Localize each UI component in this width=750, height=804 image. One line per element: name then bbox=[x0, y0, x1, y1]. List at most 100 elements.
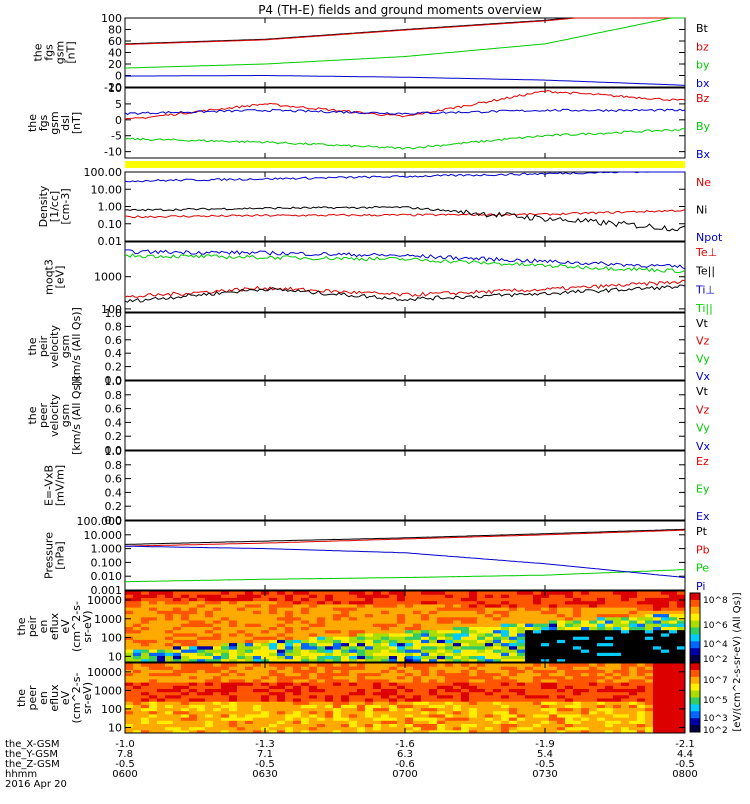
spectrogram-cell bbox=[613, 655, 622, 660]
spectrogram-cell bbox=[277, 717, 286, 721]
x-axis-value: -2.1 bbox=[675, 739, 695, 750]
spectrogram-cell bbox=[245, 688, 254, 693]
spectrogram-cell bbox=[589, 645, 598, 650]
spectrogram-cell bbox=[165, 603, 174, 608]
spectrogram-cell bbox=[125, 698, 134, 702]
spectrogram-cell bbox=[373, 597, 382, 602]
spectrogram-cell bbox=[573, 623, 582, 627]
spectrogram-cell bbox=[229, 694, 238, 699]
spectrogram-cell bbox=[445, 607, 454, 611]
spectrogram-cell bbox=[549, 710, 558, 715]
spectrogram-cell bbox=[653, 616, 662, 621]
spectrogram-cell bbox=[405, 597, 414, 602]
spectrogram-cell bbox=[477, 666, 486, 670]
spectrogram-cell bbox=[541, 607, 550, 611]
spectrogram-cell bbox=[189, 594, 198, 598]
spectrogram-cell bbox=[509, 682, 518, 686]
spectrogram-cell bbox=[677, 658, 686, 663]
spectrogram-cell bbox=[477, 649, 486, 653]
spectrogram-cell bbox=[653, 600, 662, 605]
spectrogram-cell bbox=[413, 675, 422, 680]
spectrogram-cell bbox=[381, 710, 390, 715]
spectrogram-cell bbox=[645, 626, 654, 631]
spectrogram-cell bbox=[565, 678, 574, 683]
y-tick-label: 1000 bbox=[94, 613, 122, 626]
spectrogram-cell bbox=[125, 639, 134, 644]
spectrogram-cell bbox=[653, 639, 662, 644]
spectrogram-cell bbox=[269, 701, 278, 705]
spectrogram-cell bbox=[173, 652, 182, 656]
spectrogram-cell bbox=[597, 652, 606, 656]
spectrogram-cell bbox=[469, 694, 478, 699]
spectrogram-cell bbox=[397, 672, 406, 677]
spectrogram-cell bbox=[517, 717, 526, 721]
y-axis-label: gsm bbox=[54, 41, 67, 64]
spectrogram-cell bbox=[493, 698, 502, 702]
spectrogram-cell bbox=[661, 672, 670, 677]
spectrogram-cell bbox=[429, 669, 438, 674]
spectrogram-cell bbox=[501, 669, 510, 674]
spectrogram-cell bbox=[469, 682, 478, 686]
spectrogram-cell bbox=[557, 642, 566, 647]
spectrogram-cell bbox=[277, 655, 286, 660]
spectrogram-cell bbox=[541, 707, 550, 712]
spectrogram-cell bbox=[373, 626, 382, 631]
spectrogram-cell bbox=[493, 626, 502, 631]
spectrogram-cell bbox=[429, 645, 438, 650]
spectrogram-cell bbox=[253, 701, 262, 705]
spectrogram-cell bbox=[573, 639, 582, 644]
spectrogram-cell bbox=[621, 597, 630, 602]
spectrogram-cell bbox=[581, 655, 590, 660]
spectrogram-cell bbox=[549, 610, 558, 615]
spectrogram-cell bbox=[453, 613, 462, 618]
spectrogram-cell bbox=[245, 713, 254, 718]
spectrogram-cell bbox=[637, 642, 646, 647]
spectrogram-cell bbox=[285, 616, 294, 621]
spectrogram-cell bbox=[181, 701, 190, 705]
spectrogram-cell bbox=[237, 723, 246, 728]
spectrogram-cell bbox=[205, 649, 214, 653]
spectrogram-cell bbox=[557, 707, 566, 712]
spectrogram-cell bbox=[645, 610, 654, 615]
spectrogram-cell bbox=[213, 607, 222, 611]
spectrogram-cell bbox=[653, 723, 662, 728]
spectrogram-cell bbox=[429, 600, 438, 605]
spectrogram-cell bbox=[157, 594, 166, 598]
spectrogram-cell bbox=[645, 655, 654, 660]
y-axis-label: eflux bbox=[48, 684, 61, 712]
spectrogram-cell bbox=[229, 652, 238, 656]
spectrogram-cell bbox=[405, 652, 414, 656]
spectrogram-cell bbox=[557, 663, 566, 667]
spectrogram-cell bbox=[301, 642, 310, 647]
spectrogram-cell bbox=[277, 678, 286, 683]
spectrogram-cell bbox=[429, 607, 438, 611]
spectrogram-cell bbox=[205, 682, 214, 686]
spectrogram-cell bbox=[317, 629, 326, 634]
spectrogram-cell bbox=[477, 694, 486, 699]
spectrogram-cell bbox=[509, 639, 518, 644]
spectrogram-cell bbox=[629, 694, 638, 699]
spectrogram-cell bbox=[141, 655, 150, 660]
spectrogram-cell bbox=[437, 636, 446, 640]
spectrogram-cell bbox=[285, 666, 294, 670]
spectrogram-cell bbox=[509, 610, 518, 615]
spectrogram-cell bbox=[293, 688, 302, 693]
spectrogram-cell bbox=[317, 594, 326, 598]
spectrogram-cell bbox=[341, 636, 350, 640]
spectrogram-cell bbox=[141, 649, 150, 653]
spectrogram-cell bbox=[189, 663, 198, 667]
y-axis-label: (cm^2-s- bbox=[70, 673, 83, 724]
spectrogram-cell bbox=[309, 704, 318, 709]
spectrogram-cell bbox=[589, 666, 598, 670]
spectrogram-cell bbox=[485, 682, 494, 686]
spectrogram-cell bbox=[477, 672, 486, 677]
spectrogram-cell bbox=[677, 694, 686, 699]
spectrogram-cell bbox=[237, 669, 246, 674]
spectrogram-cell bbox=[253, 707, 262, 712]
spectrogram-cell bbox=[245, 616, 254, 621]
spectrogram-cell bbox=[565, 652, 574, 656]
spectrogram-cell bbox=[517, 655, 526, 660]
spectrogram-cell bbox=[205, 658, 214, 663]
spectrogram-cell bbox=[573, 691, 582, 696]
spectrogram-cell bbox=[493, 633, 502, 637]
